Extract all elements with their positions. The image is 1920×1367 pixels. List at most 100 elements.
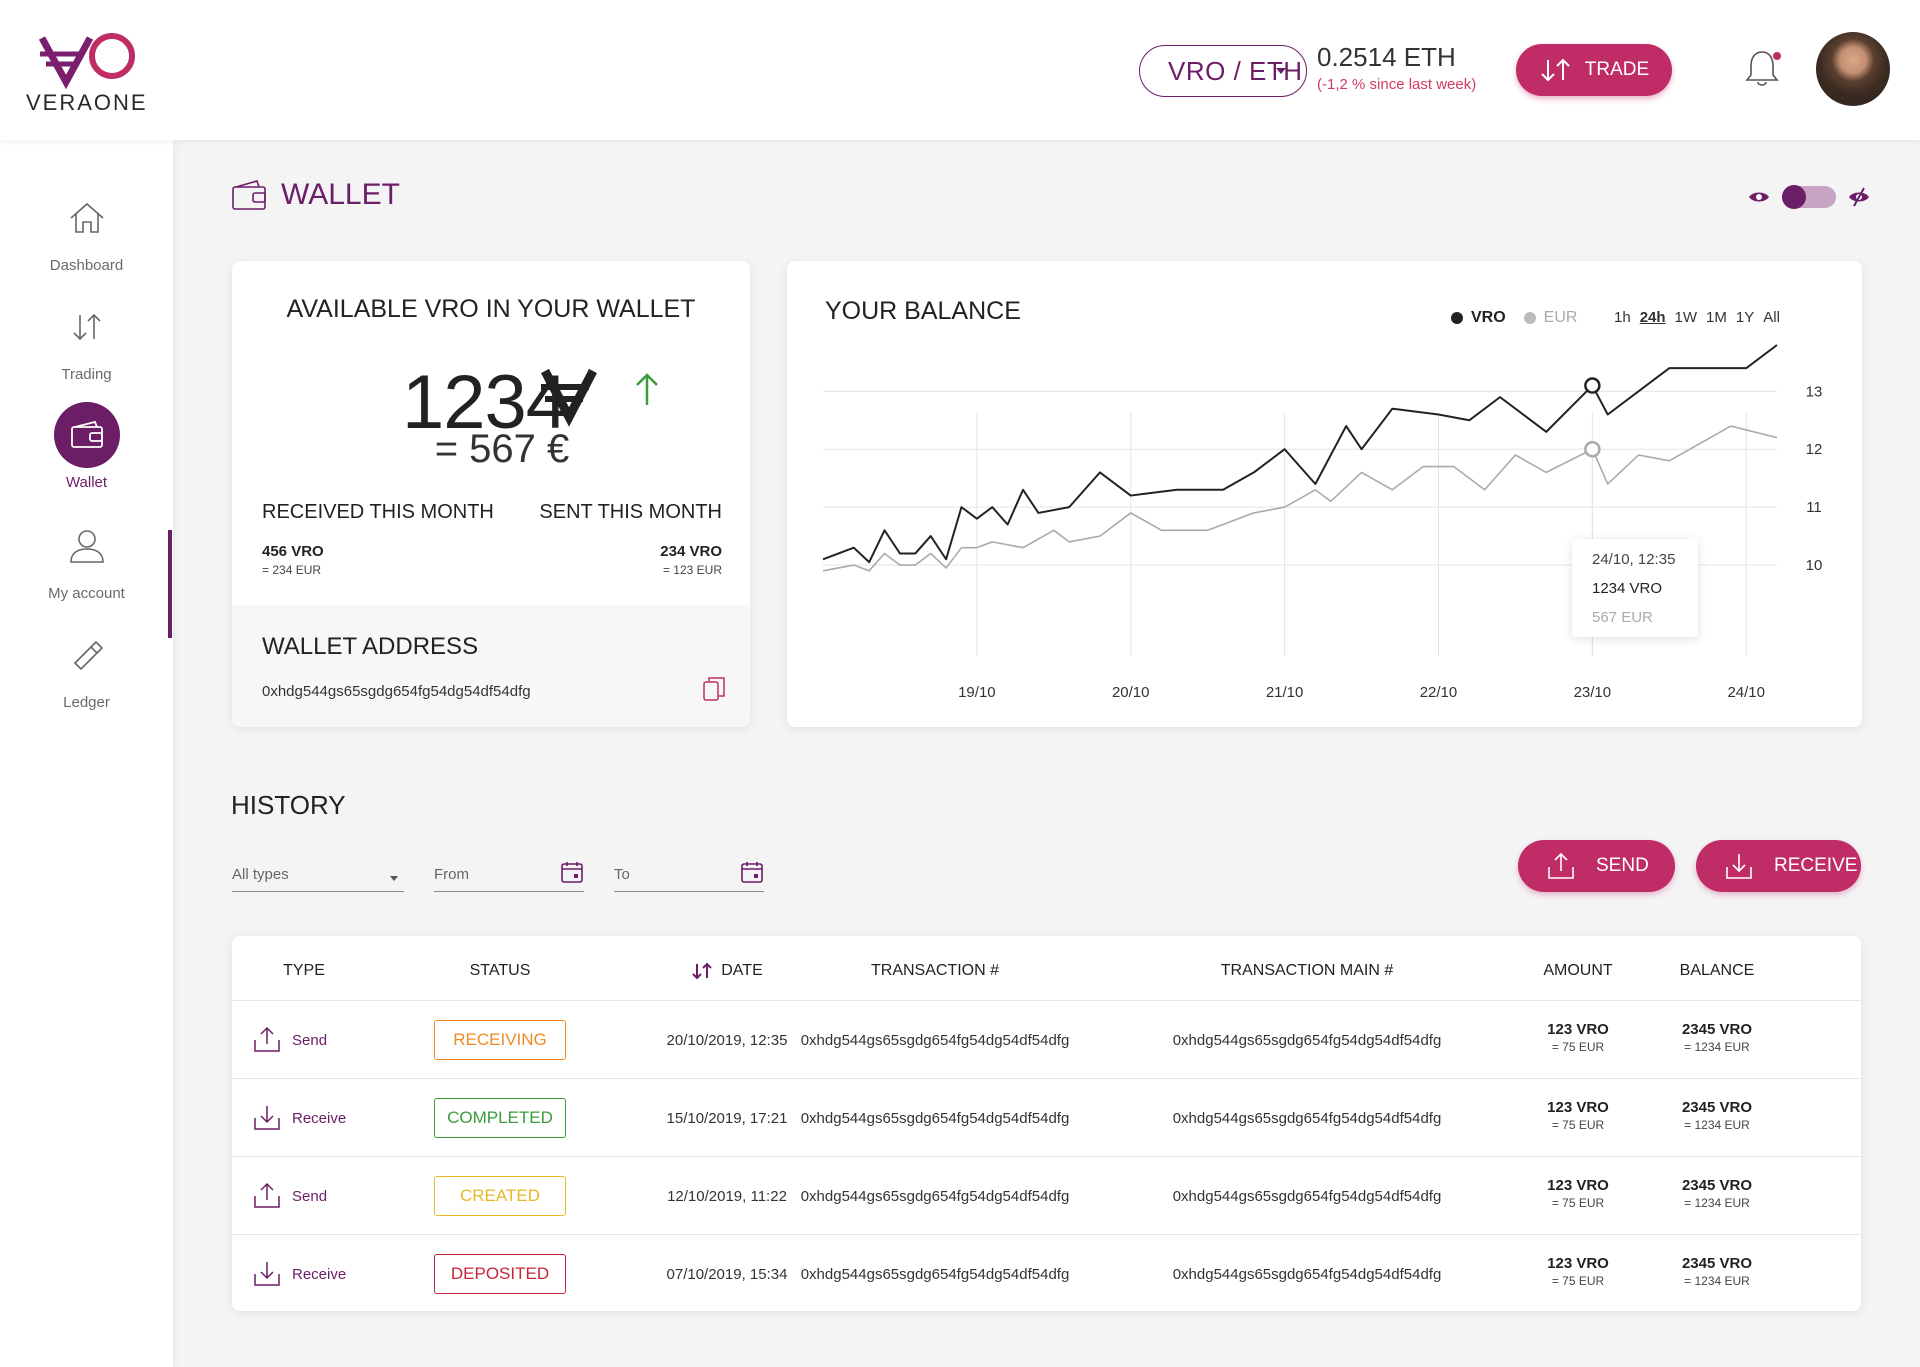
sort-icon [692,962,712,980]
row-balance: 2345 VRO = 1234 EUR [1662,1021,1772,1054]
sidebar-item-ledger[interactable]: Ledger [0,633,173,733]
row-transaction-main[interactable]: 0xhdg544gs65sgdg654fg54dg54df54dfg [1172,1265,1442,1283]
table-row[interactable]: Send CREATED 12/10/2019, 11:22 0xhdg544gs65… [232,1157,1861,1235]
wallet-address-title: WALLET ADDRESS [262,633,479,660]
tooltip-datetime: 24/10, 12:35 [1592,551,1676,568]
row-balance-vro: 2345 VRO [1681,1021,1753,1038]
chart-legend: VRO EUR [1451,309,1577,327]
eye-off-icon [1849,187,1869,207]
calendar-icon[interactable] [560,860,584,884]
history-table: TYPE STATUS DATE TRANSACTION # TRANSACTI… [232,936,1861,1311]
send-icon [254,1182,280,1208]
row-balance-vro: 2345 VRO [1681,1255,1753,1272]
y-tick-label: 12 [1806,441,1823,458]
wallet-address[interactable]: 0xhdg544gs65sgdg654fg54dg54df54dfg [262,683,531,700]
column-header-type[interactable]: TYPE [283,962,325,979]
wallet-address-box: WALLET ADDRESS 0xhdg544gs65sgdg654fg54dg… [232,605,750,727]
column-header-transaction-main[interactable]: TRANSACTION MAIN # [1220,962,1394,979]
trade-button[interactable]: TRADE [1516,44,1672,96]
received-eur: = 234 EUR [262,563,322,577]
chart-tooltip: 24/10, 12:35 1234 VRO 567 EUR [1572,539,1698,637]
range-1y[interactable]: 1Y [1735,309,1755,326]
time-range-selector: 1h 24h 1W 1M 1Y All [1614,309,1780,326]
hide-balance-toggle[interactable] [1782,185,1836,209]
active-indicator [168,530,172,638]
row-date: 12/10/2019, 11:22 [667,1187,787,1205]
sent-title: SENT THIS MONTH [539,501,722,523]
usb-key-icon [73,640,103,671]
row-transaction[interactable]: 0xhdg544gs65sgdg654fg54dg54df54dfg [800,1031,1070,1049]
page-title: WALLET [231,178,400,212]
row-amount-vro: 123 VRO [1547,1021,1609,1038]
range-1m[interactable]: 1M [1706,309,1727,326]
column-header-date-label: DATE [721,962,763,979]
type-filter-select[interactable]: All types [232,856,404,892]
row-transaction-main[interactable]: 0xhdg544gs65sgdg654fg54dg54df54dfg [1172,1109,1442,1127]
row-transaction[interactable]: 0xhdg544gs65sgdg654fg54dg54df54dfg [800,1109,1070,1127]
send-icon [1548,852,1574,879]
balance-line-chart[interactable]: 10 11 12 13 19/10 20/10 21/10 22/10 23/10 24/10 [787,261,1862,727]
row-amount: 123 VRO = 75 EUR [1528,1255,1628,1288]
x-tick-label: 22/10 [1420,684,1458,701]
copy-icon[interactable] [702,675,726,703]
row-balance-eur: = 1234 EUR [1684,1118,1750,1132]
row-amount: 123 VRO = 75 EUR [1528,1021,1628,1054]
range-24h[interactable]: 24h [1639,309,1666,326]
sidebar-item-label: Ledger [63,694,110,711]
avatar[interactable] [1816,32,1890,106]
row-amount-eur: = 75 EUR [1551,1196,1605,1210]
sidebar-item-my-account[interactable]: My account [0,524,173,624]
range-all[interactable]: All [1763,309,1780,326]
x-tick-label: 20/10 [1112,684,1150,701]
row-amount: 123 VRO = 75 EUR [1528,1177,1628,1210]
row-transaction[interactable]: 0xhdg544gs65sgdg654fg54dg54df54dfg [800,1187,1070,1205]
row-transaction-main[interactable]: 0xhdg544gs65sgdg654fg54dg54df54dfg [1172,1031,1442,1049]
legend-swatch-eur [1523,312,1536,324]
x-tick-label: 21/10 [1266,684,1304,701]
pair-select[interactable]: VRO / ETH [1139,45,1307,97]
range-1w[interactable]: 1W [1674,309,1698,326]
sidebar-item-trading[interactable]: Trading [0,305,173,405]
row-type[interactable]: Send [252,1157,327,1235]
status-badge: RECEIVING [434,1020,566,1060]
trade-button-label: TRADE [1584,59,1650,80]
x-tick-label: 24/10 [1727,684,1765,701]
legend-entry-eur[interactable]: EUR [1543,309,1578,326]
row-balance-eur: = 1234 EUR [1684,1274,1750,1288]
to-date-field[interactable]: To [614,856,764,892]
from-date-field[interactable]: From [434,856,584,892]
row-type[interactable]: Receive [252,1235,346,1313]
column-header-transaction[interactable]: TRANSACTION # [870,962,999,979]
receive-button-label: RECEIVE [1774,855,1858,876]
column-header-amount[interactable]: AMOUNT [1543,962,1613,979]
calendar-icon[interactable] [740,860,764,884]
legend-entry-vro[interactable]: VRO [1471,309,1506,326]
range-1h[interactable]: 1h [1614,309,1631,326]
row-transaction[interactable]: 0xhdg544gs65sgdg654fg54dg54df54dfg [800,1265,1070,1283]
highlight-point-vro[interactable] [1584,377,1601,394]
row-type[interactable]: Send [252,1001,327,1079]
sidebar-item-wallet[interactable]: Wallet [0,402,173,502]
x-tick-label: 23/10 [1574,684,1612,701]
row-transaction-main[interactable]: 0xhdg544gs65sgdg654fg54dg54df54dfg [1172,1187,1442,1205]
sidebar-item-dashboard[interactable]: Dashboard [0,196,173,296]
row-balance: 2345 VRO = 1234 EUR [1662,1255,1772,1288]
column-header-status[interactable]: STATUS [469,962,531,979]
row-balance-eur: = 1234 EUR [1684,1196,1750,1210]
sidebar-item-label: Trading [61,366,112,383]
veraone-logo[interactable] [24,24,154,116]
highlight-point-eur[interactable] [1584,440,1601,458]
table-row[interactable]: Receive DEPOSITED 07/10/2019, 15:34 0xhdg54… [232,1235,1861,1313]
receive-button[interactable]: RECEIVE [1696,840,1861,892]
column-header-date[interactable]: DATE [672,962,782,980]
column-header-balance[interactable]: BALANCE [1679,962,1755,979]
table-row[interactable]: Send RECEIVING 20/10/2019, 12:35 0xhdg544gs… [232,1001,1861,1079]
send-button[interactable]: SEND [1518,840,1675,892]
row-amount: 123 VRO = 75 EUR [1528,1099,1628,1132]
row-amount-eur: = 75 EUR [1551,1040,1605,1054]
y-tick-label: 10 [1806,557,1823,574]
table-row[interactable]: Receive COMPLETED 15/10/2019, 17:21 0xhdg54… [232,1079,1861,1157]
bell-icon[interactable] [1744,48,1780,88]
row-type[interactable]: Receive [252,1079,346,1157]
wallet-card-title: AVAILABLE VRO IN YOUR WALLET [286,295,696,323]
